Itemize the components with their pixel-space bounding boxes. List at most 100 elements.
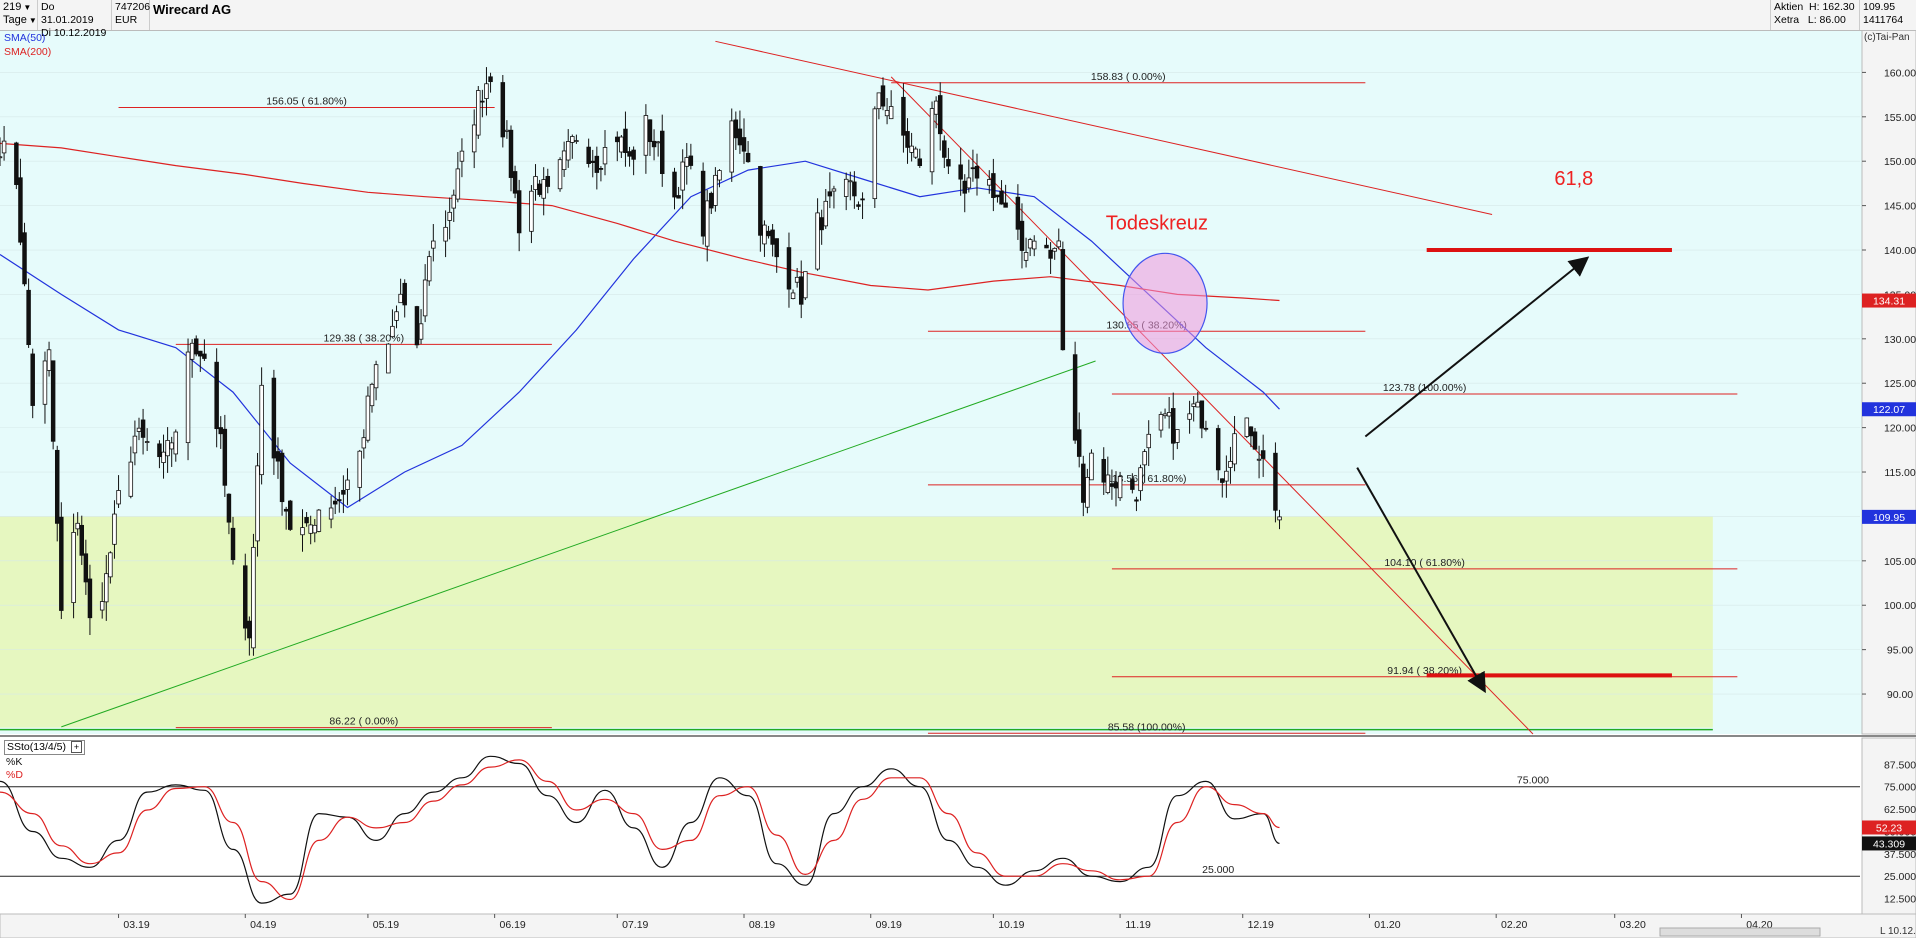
period-selector[interactable]: 219 ▼ Tage ▼ bbox=[0, 0, 38, 30]
high-value: H: 162.30 bbox=[1809, 1, 1855, 13]
fib-level-label: 158.83 ( 0.00%) bbox=[1091, 71, 1166, 83]
candle-body bbox=[279, 452, 285, 503]
volume-value: 747206 bbox=[115, 1, 151, 13]
candle-layer bbox=[0, 67, 1282, 656]
candle-body bbox=[688, 155, 694, 166]
stochastic-legend[interactable]: SSto(13/4/5) + bbox=[4, 740, 86, 755]
candle-body bbox=[999, 190, 1004, 205]
candle-body bbox=[42, 360, 48, 405]
candle-body bbox=[1248, 426, 1254, 437]
candle-body bbox=[643, 115, 649, 156]
candle-body bbox=[451, 194, 456, 209]
candle-body bbox=[83, 553, 89, 583]
candle-body bbox=[116, 490, 121, 505]
candle-body bbox=[709, 192, 714, 209]
candle-body bbox=[557, 159, 563, 190]
timeframe-value: Tage bbox=[3, 14, 27, 26]
candle-body bbox=[132, 435, 138, 454]
stochastic-tag-label: 52.23 bbox=[1876, 822, 1902, 834]
candle-body bbox=[1117, 476, 1123, 499]
target-zone-layer bbox=[0, 516, 1713, 728]
candle-body bbox=[394, 311, 399, 321]
candle-body bbox=[1032, 240, 1037, 250]
candle-body bbox=[1003, 202, 1008, 208]
candle-body bbox=[1134, 499, 1139, 502]
candle-body bbox=[402, 282, 407, 306]
stochastic-level-label: 75.000 bbox=[1517, 775, 1549, 787]
candle-body bbox=[937, 95, 943, 135]
sma50-legend[interactable]: SMA(50) bbox=[4, 32, 46, 44]
candle-body bbox=[1170, 408, 1176, 444]
candle-body bbox=[1142, 451, 1147, 466]
candle-body bbox=[1109, 483, 1115, 487]
candle-body bbox=[1023, 252, 1029, 261]
quote-summary: Aktien H: 162.30 Xetra L: 86.00 bbox=[1770, 0, 1860, 30]
time-scrollbar[interactable] bbox=[1659, 927, 1821, 937]
price-axis[interactable] bbox=[1861, 19, 1916, 735]
candle-body bbox=[545, 175, 551, 187]
candle-body bbox=[165, 440, 170, 457]
candle-body bbox=[87, 578, 93, 619]
time-tick-label: 09.19 bbox=[876, 919, 902, 931]
candle-body bbox=[1072, 354, 1078, 441]
add-indicator-icon[interactable]: + bbox=[70, 741, 83, 753]
price-tick-label: 90.00 bbox=[1887, 689, 1913, 701]
price-tick-label: 125.00 bbox=[1884, 378, 1916, 390]
candle-body bbox=[54, 449, 60, 524]
time-axis[interactable] bbox=[0, 913, 1916, 938]
price-tag-label: 109.95 bbox=[1873, 512, 1905, 524]
candle-body bbox=[1015, 196, 1021, 230]
time-tick-label: 05.19 bbox=[373, 919, 399, 931]
stochastic-plot-area[interactable] bbox=[0, 738, 1862, 914]
candle-body bbox=[843, 178, 849, 197]
candle-body bbox=[1056, 240, 1062, 248]
candle-body bbox=[827, 191, 833, 197]
candle-body bbox=[987, 179, 992, 186]
candle-body bbox=[1260, 450, 1266, 459]
last-quote: 109.95 1411764 bbox=[1860, 0, 1916, 30]
candle-body bbox=[946, 159, 951, 167]
candle-body bbox=[880, 85, 886, 107]
candle-body bbox=[803, 271, 808, 299]
candle-body bbox=[848, 180, 853, 183]
candle-body bbox=[929, 108, 935, 173]
candle-body bbox=[1019, 220, 1025, 251]
stochastic-tick-label: 37.500 bbox=[1884, 849, 1916, 861]
candle-body bbox=[1085, 476, 1090, 508]
price-tick-label: 95.00 bbox=[1887, 645, 1913, 657]
candle-body bbox=[1146, 433, 1151, 449]
candle-body bbox=[1244, 417, 1250, 437]
time-tick-label: 12.19 bbox=[1248, 919, 1274, 931]
sma200-legend[interactable]: SMA(200) bbox=[4, 46, 52, 58]
candle-body bbox=[214, 361, 219, 430]
candle-body bbox=[529, 190, 534, 232]
candle-body bbox=[1232, 433, 1237, 465]
date-from: Do 31.01.2019 bbox=[41, 1, 94, 26]
candle-body bbox=[884, 110, 890, 117]
candle-body bbox=[30, 353, 35, 406]
scroll-end-marker[interactable]: L bbox=[1880, 926, 1886, 937]
stochastic-tick-label: 62.500 bbox=[1884, 804, 1916, 816]
candle-body bbox=[104, 573, 109, 603]
candle-body bbox=[901, 96, 906, 136]
date-range[interactable]: Do 31.01.2019 Di 10.12.2019 bbox=[38, 0, 112, 39]
fib-level-label: 156.05 ( 61.80%) bbox=[266, 95, 347, 107]
candle-body bbox=[140, 419, 146, 438]
candle-body bbox=[1199, 400, 1205, 429]
price-tick-label: 130.00 bbox=[1884, 334, 1916, 346]
stochastic-tag-label: 43.309 bbox=[1873, 838, 1905, 850]
candle-body bbox=[565, 141, 571, 161]
candle-body bbox=[332, 500, 338, 505]
stochastic-tick-label: 12.500 bbox=[1884, 894, 1916, 906]
candle-body bbox=[1224, 470, 1229, 482]
candle-body bbox=[888, 106, 894, 120]
candle-body bbox=[1228, 461, 1233, 468]
candle-body bbox=[173, 431, 179, 455]
candle-body bbox=[733, 119, 739, 139]
candle-body bbox=[422, 279, 428, 317]
uptrend-line bbox=[61, 360, 1096, 728]
annotation-layer: Todeskreuz 61,8 bbox=[1106, 24, 1593, 694]
price-tick-label: 120.00 bbox=[1884, 423, 1916, 435]
total-volume: 1411764 bbox=[1863, 14, 1904, 26]
candle-body bbox=[316, 509, 322, 532]
